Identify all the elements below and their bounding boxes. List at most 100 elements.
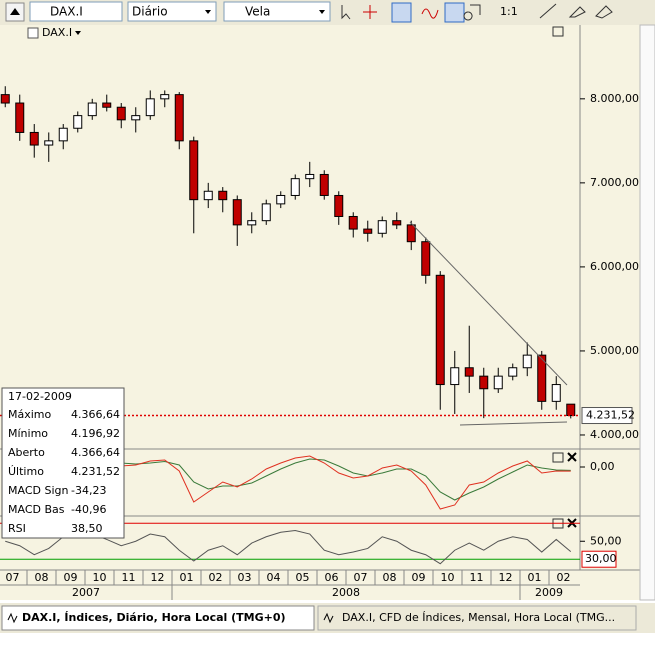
year-label: 2007	[72, 586, 100, 599]
y-tick-label: 5.000,00	[590, 344, 639, 357]
x-tick-label: 09	[412, 571, 426, 584]
collapse-icon	[10, 8, 20, 15]
x-tick-label: 01	[528, 571, 542, 584]
y-tick-label: 0,00	[590, 460, 615, 473]
x-tick-label: 10	[93, 571, 107, 584]
candle-body	[145, 98, 155, 117]
x-tick-label: 09	[64, 571, 78, 584]
candle-body	[189, 140, 199, 201]
y-tick-label: 50,00	[590, 534, 622, 547]
candle-body	[421, 241, 431, 276]
info-box: 17-02-2009 Máximo 4.366,64 Mínimo 4.196,92 A…	[1, 387, 125, 539]
x-tick-label: 05	[296, 571, 310, 584]
info-label: MACD Bas	[8, 503, 65, 516]
maximize-button[interactable]	[552, 26, 564, 37]
candle-body	[435, 274, 445, 386]
scrollbar[interactable]	[639, 24, 655, 601]
x-tick-label: 07	[354, 571, 368, 584]
last-price-label: 4.231,52	[586, 409, 635, 422]
info-value: 4.196,92	[71, 427, 120, 440]
tool-icons[interactable]	[341, 2, 613, 23]
candle-body	[87, 102, 97, 117]
candle-body	[319, 173, 329, 196]
year-label: 2008	[332, 586, 360, 599]
candle-body	[406, 224, 416, 243]
trend-line[interactable]	[409, 221, 568, 386]
candle-body	[276, 194, 286, 205]
x-tick-label: 04	[267, 571, 281, 584]
candle-body	[131, 115, 141, 121]
x-tick-label: 07	[6, 571, 20, 584]
candle-body	[203, 190, 213, 201]
symbol-box[interactable]	[29, 1, 123, 22]
y-tick-label: 4.000,00	[590, 428, 639, 441]
info-label: Último	[8, 465, 44, 478]
x-tick-label: 08	[383, 571, 397, 584]
candle-body	[232, 199, 242, 226]
candle-body	[522, 354, 532, 369]
candle-body	[348, 215, 358, 230]
info-value: -40,96	[71, 503, 106, 516]
candle-body	[334, 194, 344, 217]
period-select[interactable]	[127, 1, 217, 22]
candle-body	[537, 354, 547, 402]
tab-label[interactable]: DAX.I, CFD de Índices, Mensal, Hora Loca…	[342, 611, 615, 624]
candle-body	[102, 102, 112, 108]
tab-icon	[323, 612, 334, 624]
candle-body	[29, 131, 39, 146]
tab[interactable]	[317, 605, 637, 631]
info-value: 4.231,52	[71, 465, 120, 478]
tab-active[interactable]	[1, 605, 315, 631]
candle-body	[479, 375, 489, 390]
x-tick-label: 02	[209, 571, 223, 584]
info-label: RSI	[8, 522, 26, 535]
style: Vela	[245, 5, 270, 19]
close-button[interactable]	[567, 452, 577, 462]
candle-body	[73, 115, 83, 129]
x-tick-label: 02	[557, 571, 571, 584]
tab-label[interactable]: DAX.I, Índices, Diário, Hora Local (TMG+…	[22, 611, 286, 624]
candle-body	[551, 384, 561, 402]
candle-body	[305, 173, 315, 180]
info-value: 38,50	[71, 522, 103, 535]
x-tick-label: 12	[499, 571, 513, 584]
info-label: MACD Sign	[8, 484, 68, 497]
x-tick-label: 12	[151, 571, 165, 584]
candle-body	[566, 403, 576, 417]
candle-body	[218, 190, 228, 201]
x-tick-label: 11	[470, 571, 484, 584]
candle-body	[493, 375, 503, 390]
tab-icon	[7, 612, 18, 624]
info-label: Aberto	[8, 446, 45, 459]
x-tick-label: 01	[180, 571, 194, 584]
info-date: 17-02-2009	[8, 390, 72, 403]
year-label: 2009	[535, 586, 563, 599]
trend-line[interactable]	[459, 421, 568, 426]
x-tick-label: 06	[325, 571, 339, 584]
dropdown-arrow	[319, 10, 325, 14]
dropdown-arrow	[75, 31, 81, 35]
candle-body	[116, 106, 126, 121]
candle-body	[44, 140, 54, 146]
maximize-button[interactable]	[552, 452, 564, 463]
y-tick-label: 6.000,00	[590, 260, 639, 273]
candle-body	[508, 367, 518, 377]
candle-body	[392, 220, 402, 226]
candle-body	[464, 367, 474, 377]
candle-body	[450, 367, 460, 386]
candle-body	[290, 178, 300, 196]
candle-body	[363, 228, 373, 234]
candle-body	[15, 102, 25, 133]
period: Diário	[132, 5, 168, 19]
dropdown-arrow	[205, 10, 211, 14]
symbol: DAX.I	[50, 5, 83, 19]
style-select[interactable]	[223, 1, 331, 22]
level-label: 30,00	[585, 552, 617, 565]
info-value: 4.366,64	[71, 446, 120, 459]
chart-title[interactable]: DAX.I	[42, 26, 72, 39]
candle-body	[247, 220, 257, 226]
x-tick-label: 11	[122, 571, 136, 584]
tool-text[interactable]: 1:1	[500, 5, 518, 18]
info-label: Mínimo	[8, 427, 48, 440]
